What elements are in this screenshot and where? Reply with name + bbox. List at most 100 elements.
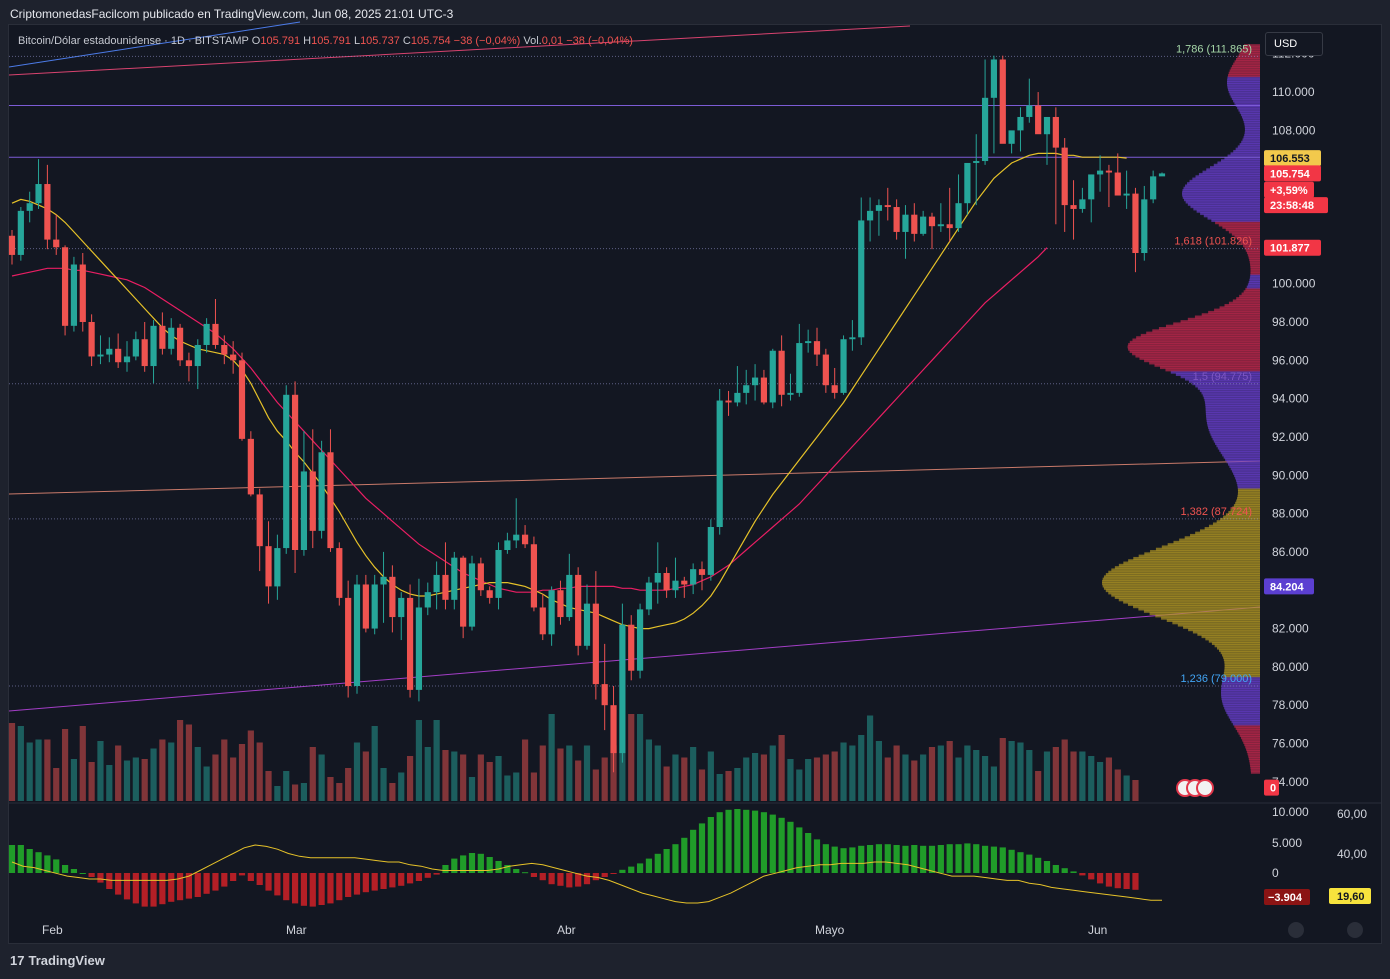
volume-profile-row bbox=[1222, 701, 1260, 705]
volume-profile-row bbox=[1188, 628, 1260, 632]
histogram-bar bbox=[26, 849, 33, 873]
volume-profile-row bbox=[1118, 563, 1260, 567]
histogram-bar bbox=[530, 873, 538, 877]
price-tag bbox=[1264, 578, 1314, 595]
histogram-bar bbox=[1132, 873, 1139, 890]
volume-profile-row bbox=[1236, 499, 1260, 503]
volume-bar bbox=[79, 726, 86, 801]
volume-profile-row bbox=[1105, 589, 1260, 593]
histogram-bar bbox=[141, 873, 148, 907]
volume-bar bbox=[831, 751, 838, 801]
volume-profile-row bbox=[1237, 487, 1260, 491]
candle-body bbox=[389, 576, 396, 618]
histogram-bar bbox=[97, 873, 104, 883]
histogram-bar bbox=[345, 873, 352, 897]
candle-body bbox=[725, 400, 732, 403]
time-axis-label: Feb bbox=[42, 923, 63, 937]
volume-profile-row bbox=[1175, 372, 1260, 376]
volume-bar bbox=[203, 766, 210, 801]
volume-profile-row bbox=[1203, 214, 1260, 218]
volume-profile-row bbox=[1249, 278, 1260, 282]
volume-profile-row bbox=[1194, 315, 1260, 319]
candle-body bbox=[1150, 176, 1157, 200]
candle-body bbox=[1026, 105, 1033, 117]
volume-bar bbox=[858, 735, 865, 801]
histogram-bar bbox=[283, 873, 290, 901]
volume-profile-row bbox=[1173, 540, 1260, 544]
symbol-name[interactable]: Bitcoin/Dólar estadounidense · 1D · BITS… bbox=[18, 35, 249, 47]
volume-bar bbox=[150, 748, 157, 801]
histogram-bar bbox=[159, 873, 166, 905]
price-tick-label: 86.000 bbox=[1272, 545, 1309, 559]
candle-body bbox=[168, 327, 175, 349]
price-tick-label: 74.000 bbox=[1272, 775, 1309, 789]
histogram-bar bbox=[539, 873, 546, 881]
currency-button[interactable]: USD bbox=[1265, 32, 1323, 56]
volume-profile-row bbox=[1234, 724, 1260, 728]
volume-profile-row bbox=[1249, 276, 1260, 280]
volume-profile-row bbox=[1187, 317, 1260, 321]
volume-profile-row bbox=[1144, 359, 1260, 363]
rsi-value-label: 19,60 bbox=[1337, 891, 1365, 903]
volume-profile-row bbox=[1215, 221, 1260, 225]
volume-bar bbox=[185, 724, 193, 801]
volume-profile-row bbox=[1249, 759, 1260, 763]
candle-body bbox=[247, 438, 254, 495]
histogram-bar bbox=[424, 873, 431, 878]
volume-profile-row bbox=[1224, 156, 1260, 160]
histogram-bar bbox=[955, 844, 962, 873]
tradingview-brand[interactable]: 17 TradingView bbox=[10, 953, 105, 968]
histogram-bar bbox=[433, 873, 440, 875]
volume-profile-row bbox=[1111, 568, 1260, 572]
volume-profile-row bbox=[1218, 223, 1260, 227]
volume-profile-row bbox=[1197, 386, 1260, 390]
volume-profile-row bbox=[1102, 584, 1260, 588]
price-tick-label: 78.000 bbox=[1272, 698, 1309, 712]
histogram-bar bbox=[132, 873, 139, 904]
volume-bar bbox=[513, 772, 520, 801]
volume-profile-row bbox=[1232, 722, 1260, 726]
publisher-line: CriptomonedasFacilcom publicado en Tradi… bbox=[10, 7, 454, 21]
volume-profile-row bbox=[1216, 444, 1260, 448]
volume-profile-row bbox=[1222, 681, 1260, 685]
volume-profile-row bbox=[1192, 382, 1260, 386]
volume-bar bbox=[88, 762, 95, 801]
volume-bar bbox=[575, 760, 582, 801]
fib-level-label: 1,786 (111.865) bbox=[1176, 43, 1252, 55]
candle-body bbox=[406, 597, 414, 690]
histogram-bar bbox=[698, 823, 706, 873]
volume-bar bbox=[468, 777, 476, 801]
volume-bar bbox=[168, 742, 175, 801]
volume-bar bbox=[1123, 775, 1130, 801]
histogram-bar bbox=[548, 873, 555, 885]
price-tick-label: 80.000 bbox=[1272, 660, 1309, 674]
volume-profile-row bbox=[1224, 660, 1260, 664]
time-axis-background bbox=[9, 918, 1381, 943]
volume-profile-row bbox=[1228, 715, 1260, 719]
volume-profile-row bbox=[1180, 375, 1260, 379]
volume-profile-row bbox=[1250, 271, 1260, 275]
volume-profile-row bbox=[1227, 87, 1260, 91]
histogram-bar bbox=[628, 866, 635, 873]
histogram-bar bbox=[221, 873, 228, 887]
candle-body bbox=[690, 569, 697, 585]
candle-body bbox=[88, 321, 95, 357]
symbol-legend: Bitcoin/Dólar estadounidense · 1D · BITS… bbox=[18, 35, 633, 47]
volume-profile-row bbox=[1240, 736, 1260, 740]
volume-bar bbox=[1061, 739, 1068, 801]
histogram-bar bbox=[300, 873, 308, 906]
volume-profile-row bbox=[1216, 520, 1260, 524]
volume-profile-row bbox=[1203, 395, 1260, 399]
volume-profile-row bbox=[1205, 637, 1260, 641]
volume-bar bbox=[433, 720, 440, 801]
moving-average-slow-line bbox=[11, 247, 1048, 593]
histogram-bar bbox=[185, 873, 193, 899]
volume-profile-row bbox=[1222, 653, 1260, 657]
volume-bar bbox=[460, 754, 467, 801]
histogram-bar bbox=[583, 873, 591, 885]
histogram-bar bbox=[513, 869, 520, 873]
histogram-bar bbox=[858, 845, 865, 873]
volume-bar bbox=[645, 739, 653, 801]
candle-body bbox=[778, 350, 785, 395]
